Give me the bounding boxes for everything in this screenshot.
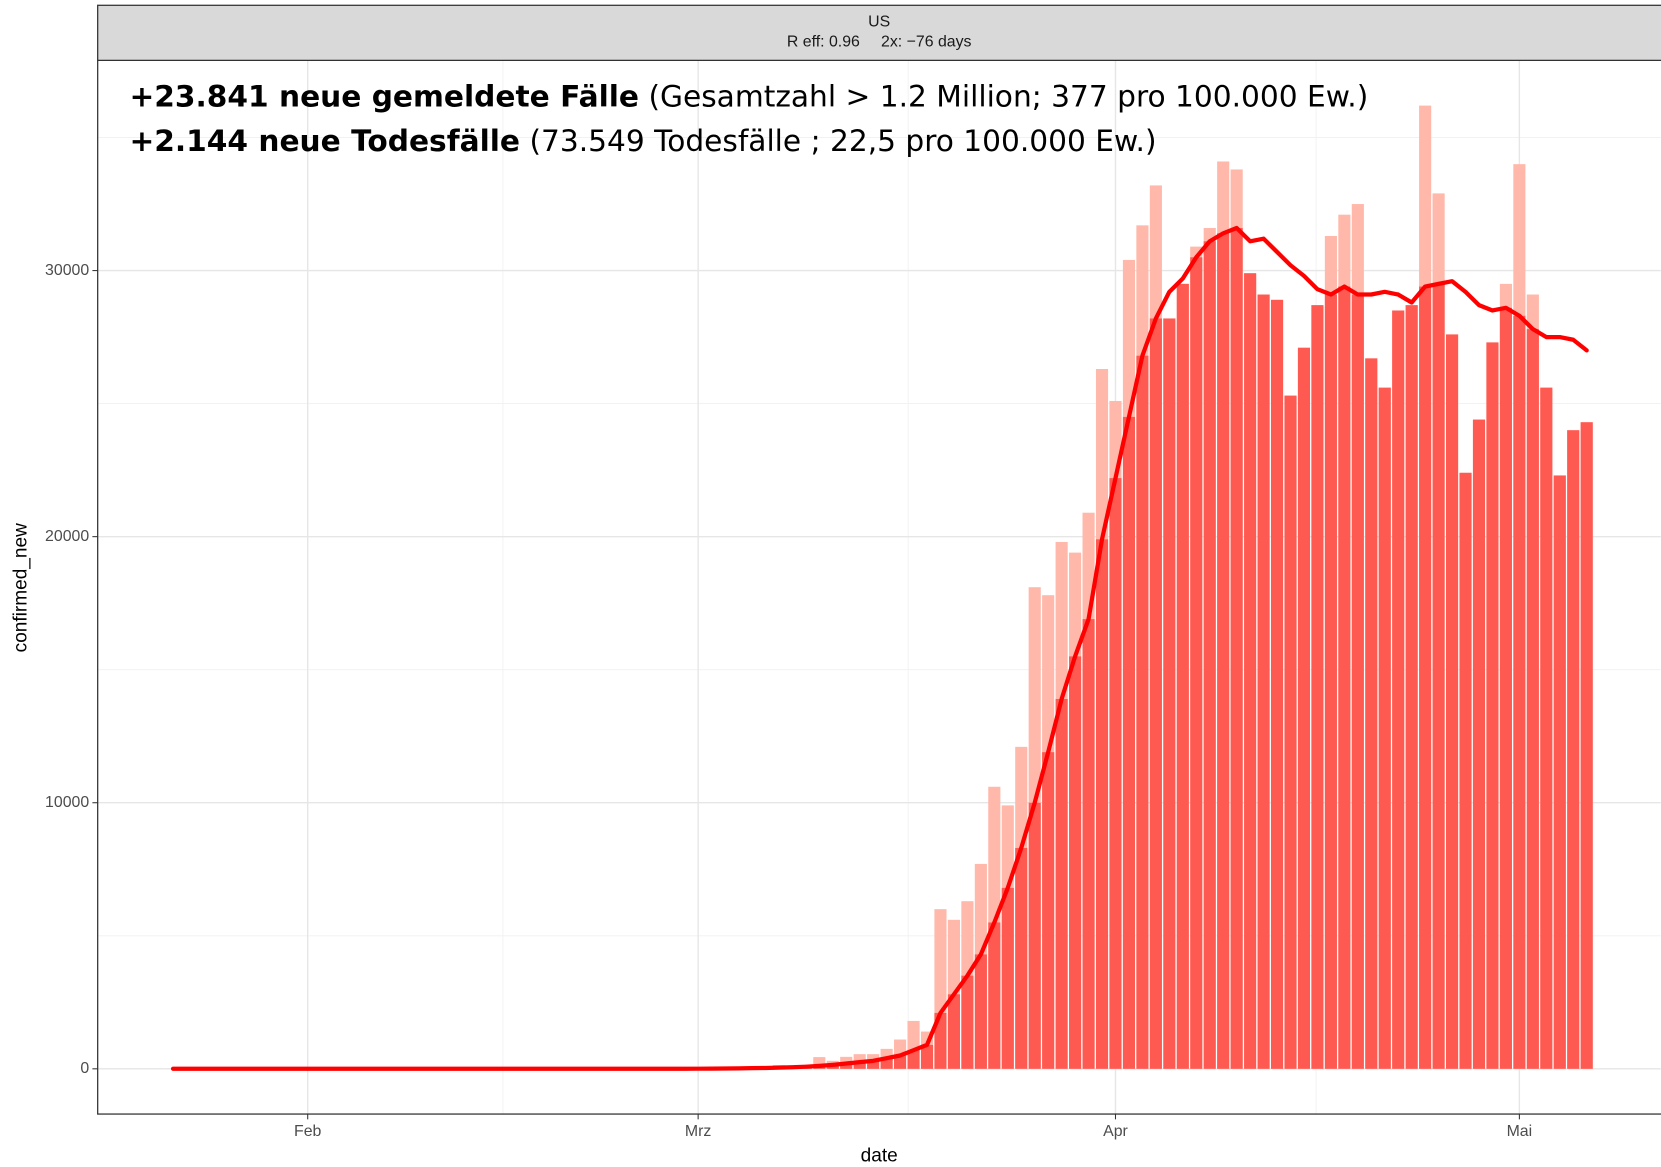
y-tick-label: 10000 (45, 794, 89, 811)
bar-overlap (1392, 310, 1405, 1069)
bar-overlap (1244, 273, 1257, 1069)
x-axis-label: date (861, 1145, 898, 1166)
marks (167, 105, 1593, 1071)
bar-overlap (1419, 286, 1432, 1069)
y-tick-label: 30000 (45, 262, 89, 279)
strip-subtitle: R eff: 0.96 2x: −76 days (787, 34, 972, 51)
strip-title: US (868, 13, 890, 30)
bar-overlap (1042, 752, 1055, 1069)
bar (813, 1057, 826, 1069)
y-tick-label: 0 (80, 1060, 89, 1077)
bar-overlap (947, 994, 960, 1069)
strip-subtitle-part: R eff: 0.96 (787, 34, 860, 51)
annotation: +2.144 neue Todesfälle (73.549 Todesfäll… (129, 122, 1156, 157)
bar-overlap (1446, 334, 1459, 1069)
smoothed-line (170, 225, 1589, 1071)
annotation-bold: +23.841 neue gemeldete Fälle (129, 78, 639, 113)
bar-overlap (1230, 227, 1243, 1069)
bar-overlap (1163, 318, 1176, 1069)
bar-overlap (988, 922, 1001, 1069)
bar-overlap (853, 1062, 866, 1069)
bar-overlap (934, 1012, 947, 1069)
y-tick-label: 20000 (45, 528, 89, 545)
bar-overlap (961, 975, 974, 1069)
strip-subtitle-part: 2x: −76 days (881, 34, 972, 51)
bar-overlap (880, 1058, 893, 1069)
x-tick-label: Mai (1507, 1123, 1533, 1140)
bar-overlap (1109, 478, 1122, 1069)
bar-overlap (1311, 305, 1324, 1069)
annotation-bold: +2.144 neue Todesfälle (129, 122, 520, 157)
bar-overlap (1270, 299, 1284, 1069)
bar-overlap (1338, 286, 1351, 1069)
bar-overlap (1499, 307, 1512, 1069)
bar-overlap (1405, 305, 1418, 1069)
bar-overlap (1284, 395, 1297, 1069)
bar-overlap (1297, 347, 1311, 1069)
bar-overlap (1486, 342, 1499, 1069)
bar-overlap (907, 1050, 920, 1069)
bar-overlap (1365, 358, 1378, 1069)
strip (97, 4, 1661, 61)
bar-overlap (894, 1055, 907, 1069)
bar-overlap (1082, 619, 1095, 1069)
x-tick-label: Apr (1103, 1123, 1128, 1140)
bar-overlap (1257, 294, 1270, 1069)
x-tick-label: Feb (294, 1123, 322, 1140)
bar-overlap (1122, 416, 1136, 1069)
bar-overlap (1095, 539, 1109, 1069)
bar-overlap (1217, 233, 1230, 1069)
annotation-text: (73.549 Todesfälle ; 22,5 pro 100.000 Ew… (520, 122, 1157, 157)
axes: 0 10000 20000 30000 Feb Mrz Apr Mai (45, 262, 1532, 1140)
y-axis-label: confirmed_new (10, 523, 31, 652)
bar-overlap (1351, 294, 1364, 1069)
bar-overlap (920, 1044, 934, 1069)
bar-overlap (1459, 472, 1472, 1069)
bar-overlap (1378, 387, 1391, 1069)
bar-overlap (1567, 430, 1580, 1069)
bar-overlap (974, 954, 987, 1069)
bar-overlap (1553, 475, 1566, 1069)
bar-overlap (1001, 887, 1014, 1069)
bar-overlap (1028, 802, 1041, 1069)
bar-overlap (1055, 698, 1068, 1069)
bar-overlap (1526, 329, 1539, 1069)
bar-overlap (1190, 257, 1203, 1069)
bar-overlap (1015, 847, 1028, 1069)
bar-overlap (1472, 419, 1486, 1069)
bar-overlap (1149, 318, 1162, 1069)
bar-overlap (1069, 656, 1082, 1069)
bar-overlap (1432, 283, 1445, 1069)
bar-overlap (1580, 422, 1593, 1069)
x-tick-label: Mrz (685, 1123, 712, 1140)
annotation: +23.841 neue gemeldete Fälle (Gesamtzahl… (129, 78, 1368, 113)
bar-overlap (840, 1063, 853, 1069)
bar-overlap (1324, 294, 1337, 1069)
bar-overlap (1203, 241, 1216, 1069)
bar-overlap (1176, 283, 1189, 1069)
bar-overlap (867, 1060, 880, 1069)
bar-overlap (1540, 387, 1553, 1069)
bar-overlap (1136, 355, 1149, 1069)
bar-overlap (1513, 315, 1526, 1069)
annotation-text: (Gesamtzahl > 1.2 Million; 377 pro 100.0… (639, 78, 1368, 113)
